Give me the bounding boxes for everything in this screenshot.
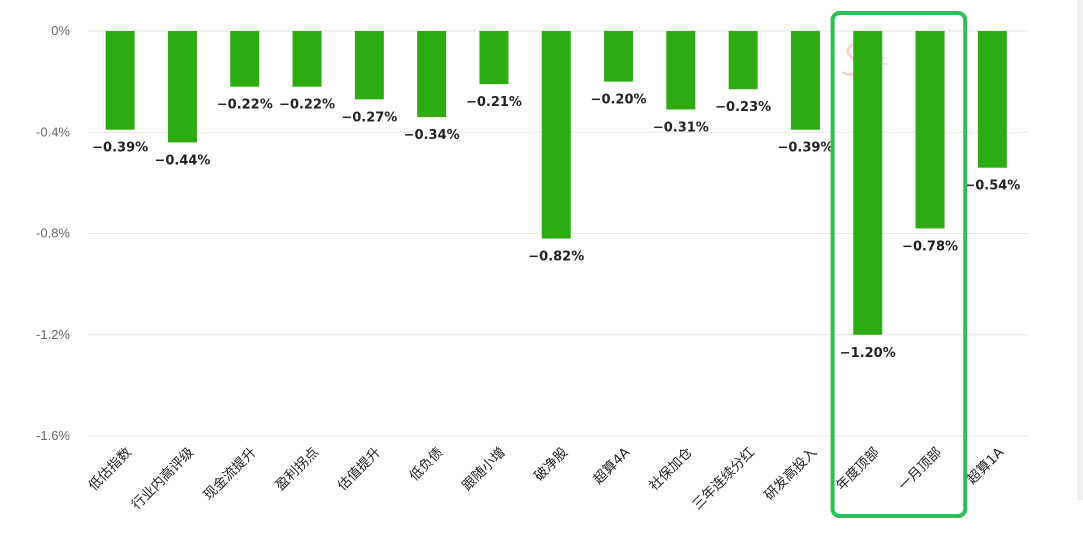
bar [977, 31, 1007, 168]
bar [728, 31, 758, 90]
x-tick-label: 跟随小增 [459, 445, 508, 494]
bar [604, 31, 634, 82]
data-label: −0.22% [217, 98, 273, 113]
data-label: −0.82% [528, 250, 584, 265]
highlight-box [830, 11, 968, 518]
data-label: −0.27% [341, 110, 397, 125]
bar [479, 31, 509, 85]
bar [417, 31, 447, 118]
x-tick-label: 估值提升 [335, 445, 384, 494]
bar [666, 31, 696, 110]
data-label: −0.44% [154, 153, 210, 168]
y-axis-ticks: 0% -0.4% -0.8% -1.2% -1.6% [36, 23, 70, 443]
x-tick-label: 低估指数 [85, 444, 135, 494]
bar [230, 31, 260, 87]
bar [167, 31, 197, 143]
bars [105, 31, 1007, 335]
x-tick-label: 社保加仓 [646, 444, 696, 494]
x-tick-label: 年度顶部 [833, 445, 882, 494]
data-label: −0.31% [653, 120, 709, 135]
x-tick-label: 研发高投入 [761, 443, 821, 503]
data-label: −0.34% [404, 128, 460, 143]
y-tick-label: 0% [51, 23, 70, 38]
bar [541, 31, 571, 239]
highlight-rectangle [830, 11, 968, 518]
data-label: −0.39% [92, 141, 148, 156]
data-labels: −0.39% −0.44% −0.22% −0.22% −0.27% −0.34% −0.2… [92, 93, 1020, 361]
x-tick-label: 行业内高评级 [128, 443, 198, 513]
bar [853, 31, 883, 335]
data-label: −0.21% [466, 95, 522, 110]
data-label: −0.20% [591, 93, 647, 108]
x-tick-label: 超算1A [964, 444, 1008, 488]
x-tick-label: 低负债 [407, 445, 447, 485]
data-label: −0.23% [715, 100, 771, 115]
data-label: −0.22% [279, 98, 335, 113]
data-label: −0.54% [964, 179, 1020, 194]
x-tick-label: 破净股 [531, 444, 571, 484]
bar [790, 31, 820, 130]
x-tick-label: 三年连续分红 [689, 445, 758, 514]
bar [292, 31, 322, 87]
data-label: −0.39% [777, 141, 833, 156]
y-tick-label: -0.8% [36, 226, 70, 241]
x-tick-label: 超算4A [590, 444, 634, 488]
bar [105, 31, 135, 130]
data-label: −0.78% [902, 239, 958, 254]
bar [915, 31, 945, 229]
scrollbar[interactable] [1077, 0, 1083, 500]
x-tick-label: 一月顶部 [895, 445, 944, 494]
data-label: −1.20% [840, 346, 896, 361]
y-tick-label: -1.2% [36, 327, 70, 342]
y-tick-label: -0.4% [36, 124, 70, 139]
x-tick-label: 现金流提升 [201, 445, 260, 504]
x-tick-label: 盈利拐点 [272, 445, 321, 494]
y-tick-label: -1.6% [36, 428, 70, 443]
bar [354, 31, 384, 100]
